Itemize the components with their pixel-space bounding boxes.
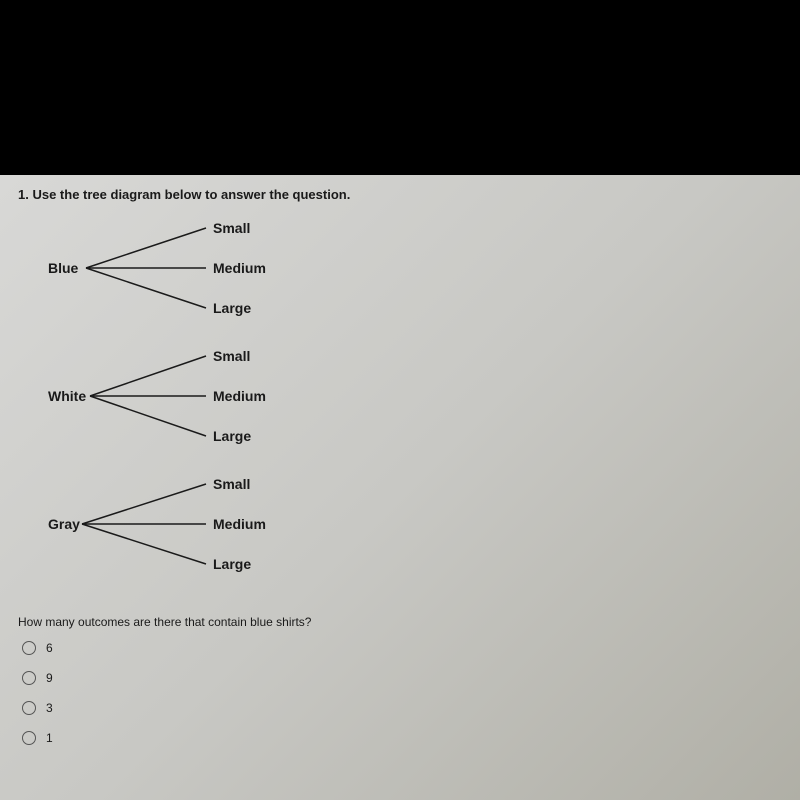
- radio-icon[interactable]: [22, 701, 36, 715]
- answer-options: 6 9 3 1: [18, 641, 782, 745]
- question-instruction: 1. Use the tree diagram below to answer …: [18, 187, 782, 202]
- question-prompt: How many outcomes are there that contain…: [18, 615, 782, 629]
- radio-icon[interactable]: [22, 731, 36, 745]
- tree-leaf-label: Large: [213, 300, 251, 316]
- answer-option[interactable]: 3: [22, 701, 782, 715]
- answer-option[interactable]: 6: [22, 641, 782, 655]
- question-instruction-text: Use the tree diagram below to answer the…: [32, 187, 350, 202]
- tree-leaf-label: Small: [213, 220, 250, 236]
- worksheet-content: 1. Use the tree diagram below to answer …: [0, 175, 800, 800]
- radio-icon[interactable]: [22, 671, 36, 685]
- option-label: 3: [46, 701, 53, 715]
- tree-leaf-label: Small: [213, 348, 250, 364]
- tree-leaf-label: Medium: [213, 388, 266, 404]
- option-label: 9: [46, 671, 53, 685]
- option-label: 6: [46, 641, 53, 655]
- tree-root-label: Gray: [48, 516, 80, 532]
- tree-leaf-label: Medium: [213, 260, 266, 276]
- option-label: 1: [46, 731, 53, 745]
- answer-option[interactable]: 9: [22, 671, 782, 685]
- tree-root-label: White: [48, 388, 86, 404]
- question-number: 1.: [18, 187, 29, 202]
- tree-leaf-label: Large: [213, 556, 251, 572]
- tree-leaf-label: Small: [213, 476, 250, 492]
- tree-diagram: Blue Small Medium Large White Small Medium Larg…: [28, 210, 782, 610]
- answer-option[interactable]: 1: [22, 731, 782, 745]
- tree-root-label: Blue: [48, 260, 78, 276]
- radio-icon[interactable]: [22, 641, 36, 655]
- tree-leaf-label: Medium: [213, 516, 266, 532]
- top-black-bar: [0, 0, 800, 175]
- tree-leaf-label: Large: [213, 428, 251, 444]
